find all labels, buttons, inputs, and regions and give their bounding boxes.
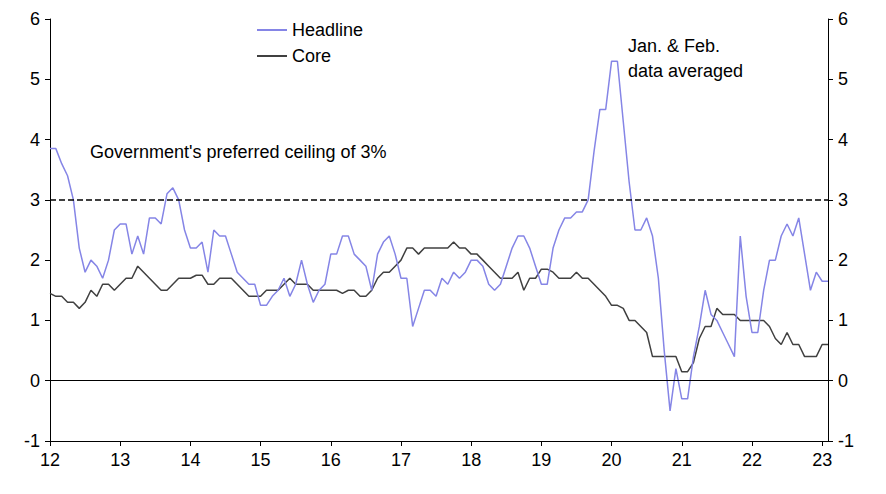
svg-text:18: 18 [461,450,481,470]
svg-text:4: 4 [30,130,40,150]
svg-text:3: 3 [838,190,848,210]
svg-text:5: 5 [838,69,848,89]
svg-text:-1: -1 [838,431,854,451]
svg-text:16: 16 [321,450,341,470]
svg-text:21: 21 [672,450,692,470]
svg-text:6: 6 [838,9,848,29]
svg-text:12: 12 [40,450,60,470]
svg-text:5: 5 [30,69,40,89]
svg-text:0: 0 [838,371,848,391]
svg-text:19: 19 [531,450,551,470]
svg-text:1: 1 [838,310,848,330]
svg-text:23: 23 [812,450,832,470]
svg-text:15: 15 [251,450,271,470]
svg-text:20: 20 [602,450,622,470]
svg-text:Headline: Headline [292,20,363,40]
svg-text:6: 6 [30,9,40,29]
svg-text:22: 22 [742,450,762,470]
svg-text:2: 2 [30,250,40,270]
svg-text:data averaged: data averaged [628,61,743,81]
svg-text:-1: -1 [24,431,40,451]
svg-text:1: 1 [30,310,40,330]
svg-text:Jan. & Feb.: Jan. & Feb. [628,36,720,56]
svg-text:13: 13 [110,450,130,470]
svg-text:3: 3 [30,190,40,210]
svg-text:4: 4 [838,130,848,150]
svg-text:0: 0 [30,371,40,391]
svg-text:14: 14 [180,450,200,470]
svg-text:Government's preferred ceiling: Government's preferred ceiling of 3% [90,142,387,162]
svg-text:2: 2 [838,250,848,270]
svg-text:Core: Core [292,46,331,66]
svg-text:17: 17 [391,450,411,470]
